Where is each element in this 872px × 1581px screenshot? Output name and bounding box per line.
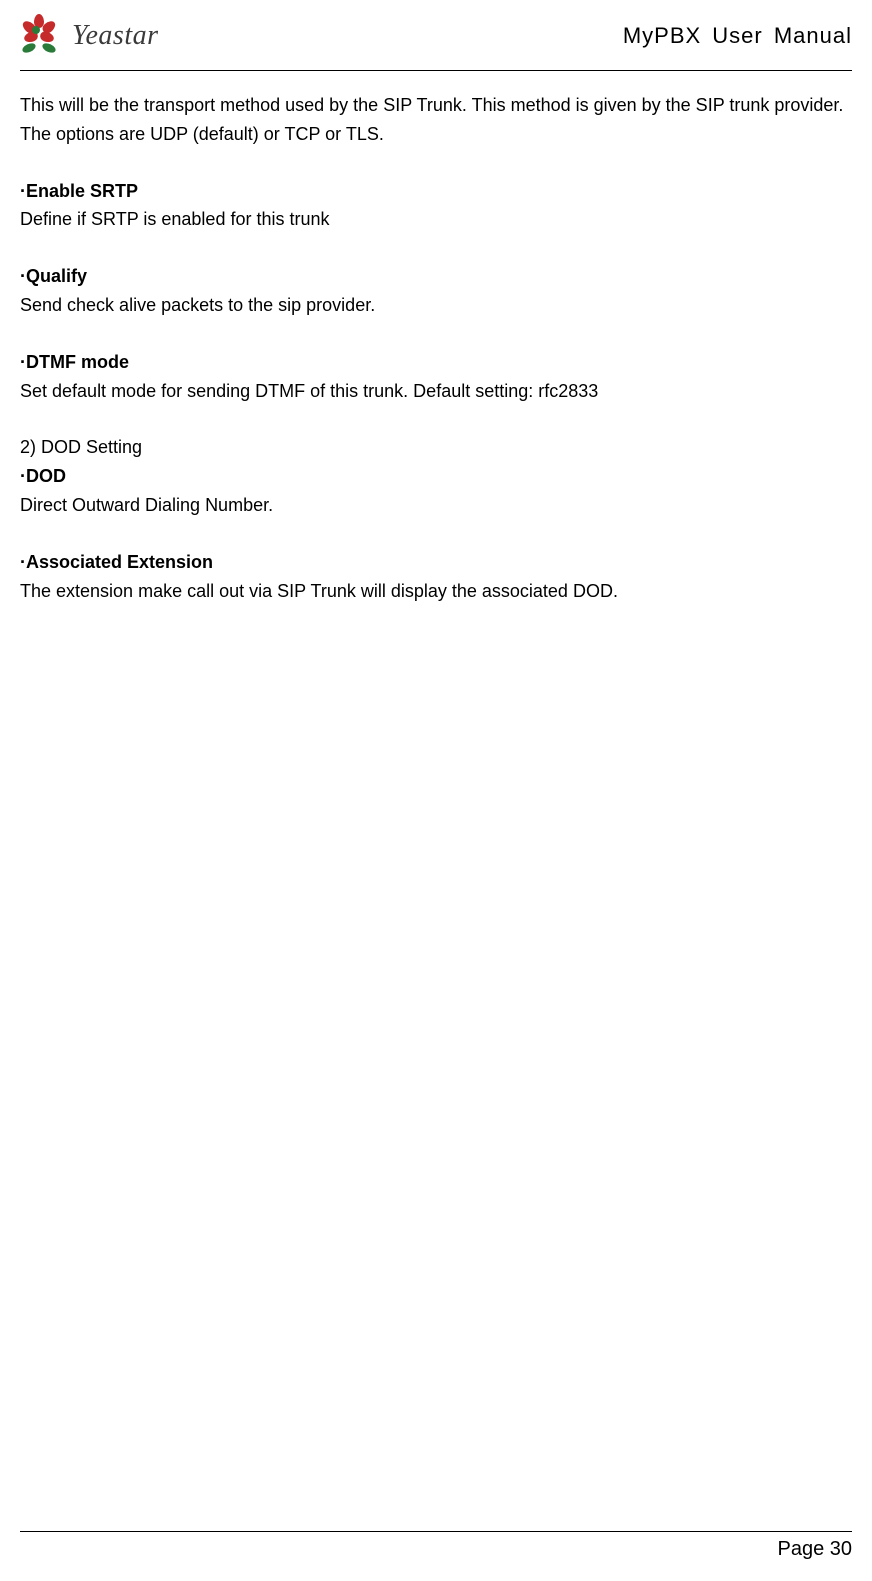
intro-paragraph: This will be the transport method used b… — [20, 91, 852, 149]
document-title: MyPBX User Manual — [623, 23, 852, 49]
section-heading-qualify: ·Qualify — [20, 262, 852, 291]
section-heading-assoc-ext: ·Associated Extension — [20, 548, 852, 577]
document-page: Yeastar MyPBX User Manual This will be t… — [0, 0, 872, 1581]
section-text-srtp: Define if SRTP is enabled for this trunk — [20, 205, 852, 234]
page-number: Page 30 — [20, 1538, 852, 1561]
body-content: This will be the transport method used b… — [20, 71, 852, 605]
brand-name: Yeastar — [72, 20, 159, 52]
footer-divider — [20, 1531, 852, 1532]
section-text-dod: Direct Outward Dialing Number. — [20, 491, 852, 520]
section-text-assoc-ext: The extension make call out via SIP Trun… — [20, 577, 852, 606]
section-heading-dod: ·DOD — [20, 462, 852, 491]
dod-setting-label: 2) DOD Setting — [20, 433, 852, 462]
footer: Page 30 — [20, 1531, 852, 1561]
section-text-qualify: Send check alive packets to the sip prov… — [20, 291, 852, 320]
section-heading-srtp: ·Enable SRTP — [20, 177, 852, 206]
section-heading-dtmf: ·DTMF mode — [20, 348, 852, 377]
brand-logo: Yeastar — [20, 12, 159, 60]
flower-icon — [20, 12, 68, 60]
header: Yeastar MyPBX User Manual — [20, 12, 852, 68]
section-text-dtmf: Set default mode for sending DTMF of thi… — [20, 377, 852, 406]
